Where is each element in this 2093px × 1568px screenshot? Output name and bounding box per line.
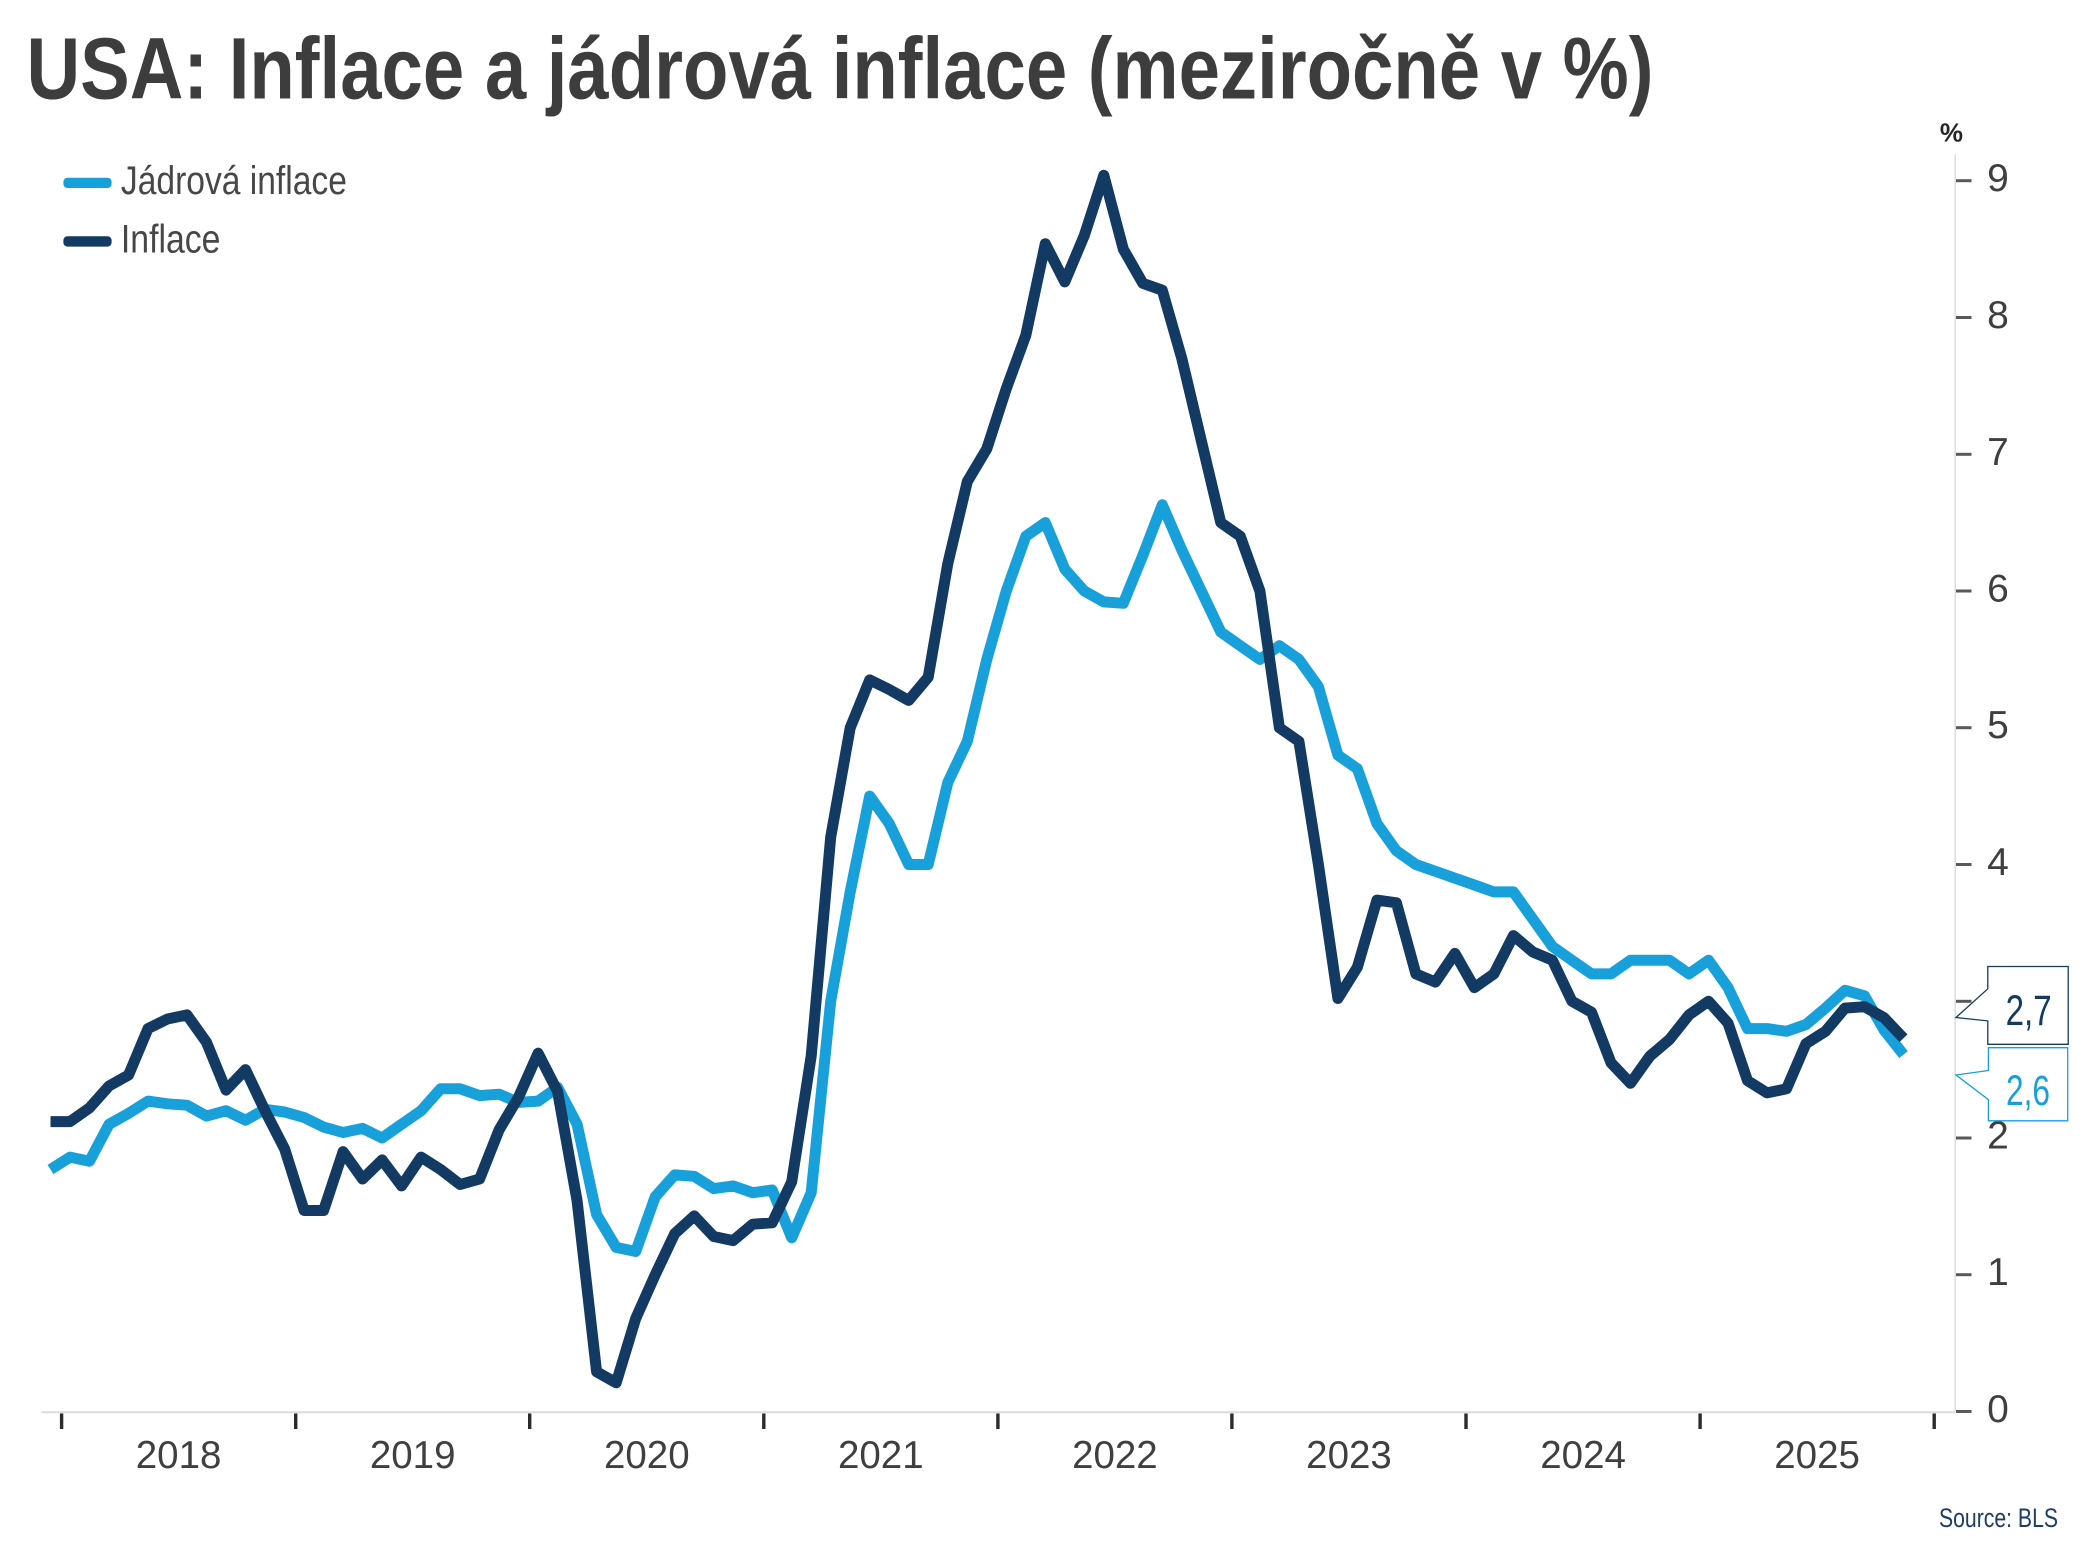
svg-text:5: 5 — [1987, 704, 2009, 747]
svg-text:4: 4 — [1987, 841, 2009, 884]
svg-text:2,6: 2,6 — [2006, 1067, 2050, 1115]
svg-text:2023: 2023 — [1306, 1434, 1392, 1477]
svg-text:6: 6 — [1987, 568, 2009, 611]
svg-text:2021: 2021 — [838, 1434, 924, 1477]
svg-text:2018: 2018 — [136, 1434, 222, 1477]
svg-text:8: 8 — [1987, 294, 2009, 337]
svg-text:USA: Inflace a jádrová inflace: USA: Inflace a jádrová inflace (meziročn… — [27, 21, 1654, 118]
svg-text:2,7: 2,7 — [2006, 987, 2052, 1035]
svg-text:Source: BLS: Source: BLS — [1939, 1503, 2058, 1533]
svg-text:2019: 2019 — [370, 1434, 456, 1477]
svg-text:2022: 2022 — [1072, 1434, 1158, 1477]
svg-text:1: 1 — [1987, 1251, 2009, 1294]
svg-text:Jádrová inflace: Jádrová inflace — [121, 159, 347, 203]
svg-text:2024: 2024 — [1540, 1434, 1626, 1477]
svg-text:%: % — [1940, 118, 1963, 148]
svg-text:0: 0 — [1987, 1388, 2009, 1431]
svg-text:2025: 2025 — [1774, 1434, 1860, 1477]
svg-text:2020: 2020 — [604, 1434, 690, 1477]
svg-text:7: 7 — [1987, 431, 2009, 474]
svg-text:2: 2 — [1987, 1115, 2009, 1158]
svg-text:Inflace: Inflace — [121, 218, 221, 262]
svg-text:9: 9 — [1987, 157, 2009, 200]
